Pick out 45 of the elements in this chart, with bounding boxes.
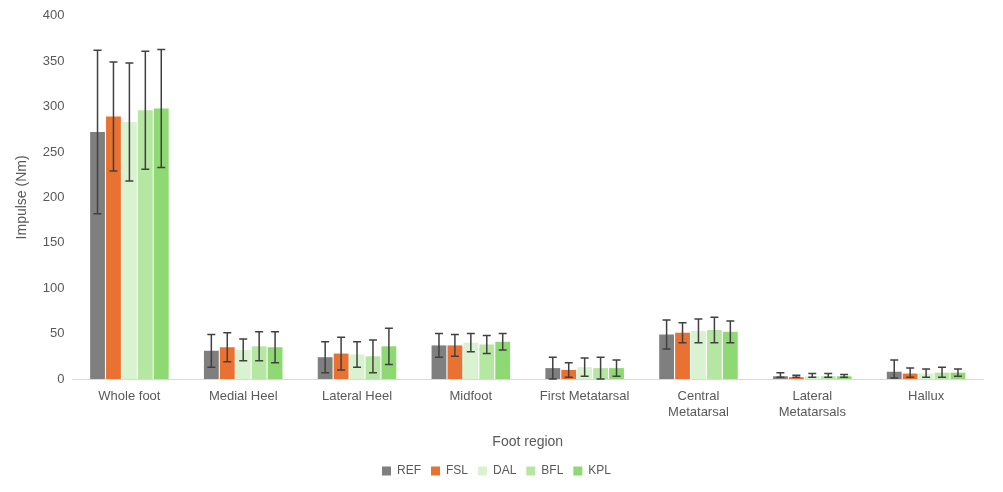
legend-label: REF [396, 463, 421, 478]
legend-label: BFL [541, 463, 564, 478]
x-tick-label: Midfoot [449, 388, 493, 404]
y-axis-title: Impulse (Nm) [13, 155, 30, 240]
bar [137, 110, 153, 379]
bar [219, 347, 235, 379]
bar [235, 349, 251, 379]
legend-label: DAL [492, 463, 517, 478]
x-tick-label: Lateral Metatarsals [778, 388, 847, 419]
y-tick-label: 150 [42, 234, 65, 250]
bar [447, 345, 463, 379]
x-tick-label: Whole foot [98, 388, 161, 404]
bar [691, 330, 706, 379]
x-axis-title: Foot region [492, 433, 564, 450]
bar [659, 334, 675, 379]
y-tick-label: 200 [42, 188, 65, 204]
y-tick-label: 250 [42, 143, 65, 159]
bar [121, 122, 137, 379]
legend-label: FSL [445, 463, 469, 478]
bar [722, 331, 738, 379]
bar [153, 108, 169, 379]
y-tick-label: 400 [42, 7, 65, 23]
bar [251, 346, 267, 379]
bar [675, 332, 690, 379]
bar [106, 116, 121, 379]
x-tick-label: Hallux [908, 388, 945, 404]
y-tick-label: 50 [50, 325, 65, 341]
y-tick-label: 100 [42, 279, 65, 295]
bar [495, 341, 511, 379]
bar [90, 132, 105, 379]
bar [463, 342, 479, 379]
bar [577, 367, 593, 379]
y-tick-label: 0 [57, 370, 65, 386]
x-tick-label: Lateral Heel [321, 388, 393, 404]
y-tick-label: 300 [42, 98, 65, 114]
legend-label: KPL [588, 463, 612, 478]
x-tick-label: Medial Heel [208, 388, 278, 404]
bar [381, 346, 397, 379]
bar [706, 329, 722, 379]
x-tick-label: Central Metatarsal [668, 388, 729, 419]
bar [479, 344, 495, 379]
bar [609, 368, 624, 379]
y-tick-label: 350 [42, 52, 65, 68]
bar [203, 350, 219, 379]
x-tick-label: First Metatarsal [539, 388, 630, 404]
